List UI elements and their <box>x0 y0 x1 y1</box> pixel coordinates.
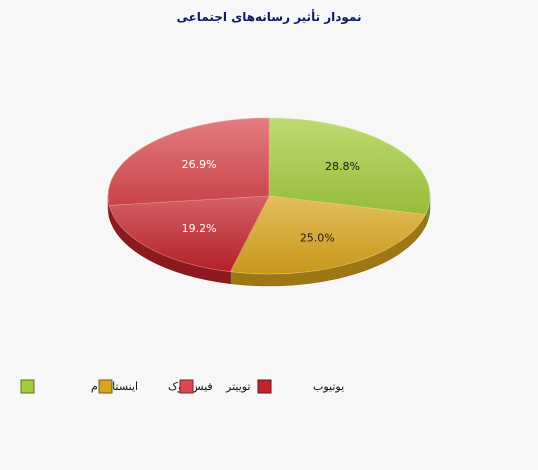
legend-label: اینستاگرام <box>91 380 138 393</box>
chart-title: نمودار تأثیر رسانه‌های اجتماعی <box>176 9 361 25</box>
legend-label: یوتیوب <box>313 380 344 393</box>
pie-sides <box>107 195 431 287</box>
slice-value-label: 26.9% <box>182 158 217 171</box>
slice-value-label: 25.0% <box>300 231 335 244</box>
slice-0-top[interactable] <box>268 117 431 215</box>
slice-3-top[interactable] <box>107 117 270 206</box>
legend-swatch <box>179 379 194 394</box>
pie-tops <box>107 117 431 275</box>
slice-2-top[interactable] <box>108 195 270 273</box>
legend-item[interactable]: توییتر <box>179 379 251 394</box>
slice-value-label: 28.8% <box>325 160 360 173</box>
legend: اینستاگرام فیس بوک توییتر یوتیوب <box>20 379 344 394</box>
legend-swatch <box>98 379 113 394</box>
legend-label: توییتر <box>225 380 251 393</box>
legend-item[interactable]: اینستاگرام <box>20 379 138 394</box>
slice-1-top[interactable] <box>229 195 426 275</box>
pie-labels: 28.8% 25.0% 19.2% 26.9% <box>182 158 360 245</box>
legend-swatch <box>20 379 35 394</box>
legend-swatch <box>257 379 272 394</box>
slice-value-label: 19.2% <box>182 222 217 235</box>
legend-item[interactable]: یوتیوب <box>257 379 344 394</box>
